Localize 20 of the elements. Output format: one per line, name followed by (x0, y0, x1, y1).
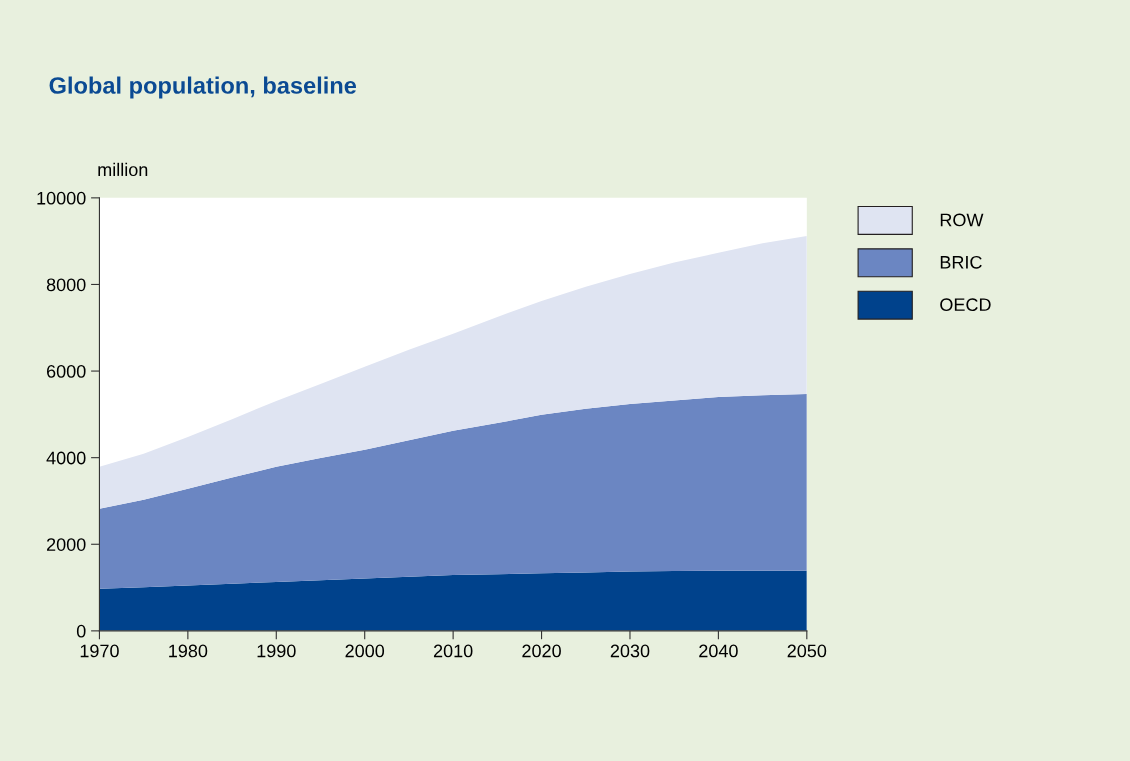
chart-title: Global population, baseline (49, 76, 357, 99)
y-tick-label: 8000 (46, 278, 86, 292)
y-tick-label: 4000 (46, 451, 86, 465)
x-tick-label: 2050 (787, 644, 827, 658)
y-tick-label: 10000 (37, 191, 86, 205)
x-tick-label: 1990 (257, 644, 296, 658)
x-tick-label: 2000 (345, 644, 385, 658)
y-tick-label: 6000 (47, 365, 86, 378)
legend-label: ROW (940, 213, 984, 227)
y-axis-title: million (98, 162, 148, 177)
y-tick-label: 2000 (46, 538, 86, 551)
x-tick-label: 2020 (522, 644, 561, 658)
x-tick-label: 1970 (80, 644, 119, 658)
x-tick-label: 2030 (610, 644, 650, 658)
legend-label: OECD (940, 298, 991, 312)
y-tick-label: 0 (76, 624, 86, 638)
x-tick-label: 2040 (699, 644, 738, 658)
x-tick-label: 1980 (169, 644, 208, 658)
legend-label: BRIC (940, 255, 982, 269)
x-tick-label: 2010 (433, 644, 473, 658)
